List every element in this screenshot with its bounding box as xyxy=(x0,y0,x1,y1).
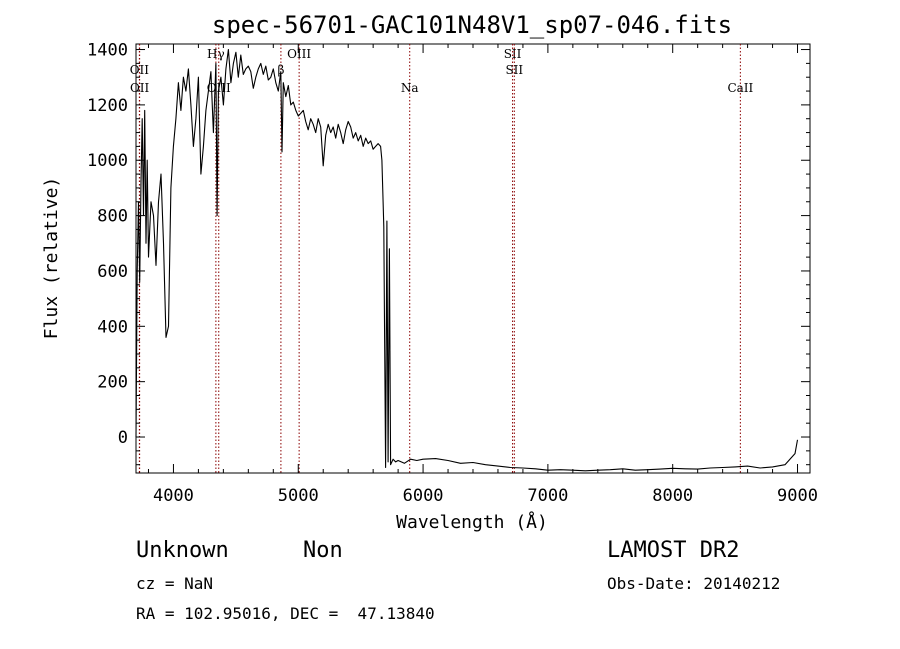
line-marker-label-2: Hγ xyxy=(207,47,225,61)
x-tick-label-7000: 7000 xyxy=(527,486,568,506)
plot-frame xyxy=(135,43,811,474)
x-tick-label-6000: 6000 xyxy=(403,486,444,506)
line-marker-label-4: β xyxy=(277,63,284,77)
chart-title: spec-56701-GAC101N48V1_sp07-046.fits xyxy=(212,11,732,39)
line-marker-label-5: OIII xyxy=(287,47,311,61)
y-tick-label-1400: 1400 xyxy=(87,41,128,61)
spectrum-line xyxy=(135,48,799,472)
x-axis-label: Wavelength (Å) xyxy=(396,511,548,533)
object-subclass: Non xyxy=(303,538,343,563)
object-class: Unknown xyxy=(136,538,229,563)
survey-name: LAMOST DR2 xyxy=(607,538,740,563)
y-tick-label-400: 400 xyxy=(97,317,128,337)
y-tick-label-0: 0 xyxy=(118,428,128,448)
redshift-text: cz = NaN xyxy=(136,574,214,593)
x-tick-label-9000: 9000 xyxy=(777,486,818,506)
obs-date: Obs-Date: 20140212 xyxy=(607,574,781,593)
y-axis-ticks: 0 200 400 600 800 1000 1200 1400 xyxy=(87,41,810,466)
y-tick-label-600: 600 xyxy=(97,262,128,282)
x-tick-label-5000: 5000 xyxy=(278,486,319,506)
y-tick-label-200: 200 xyxy=(97,373,128,393)
line-marker-label-7: SII xyxy=(504,47,522,61)
line-marker-label-8: SII xyxy=(505,63,523,77)
x-tick-label-8000: 8000 xyxy=(652,486,693,506)
y-axis-label: Flux (relative) xyxy=(41,177,62,340)
x-tick-label-4000: 4000 xyxy=(153,486,194,506)
spectrum-series xyxy=(135,48,799,472)
y-tick-label-1000: 1000 xyxy=(87,151,128,171)
x-axis-ticks: 4000 5000 6000 7000 8000 9000 xyxy=(147,44,818,506)
line-marker-label-1: OII xyxy=(130,81,150,95)
coordinates-text: RA = 102.95016, DEC = 47.13840 xyxy=(136,604,435,623)
line-marker-label-6: Na xyxy=(401,81,419,95)
y-tick-label-1200: 1200 xyxy=(87,96,128,116)
y-tick-label-800: 800 xyxy=(97,207,128,227)
line-marker-label-9: CaII xyxy=(727,81,753,95)
